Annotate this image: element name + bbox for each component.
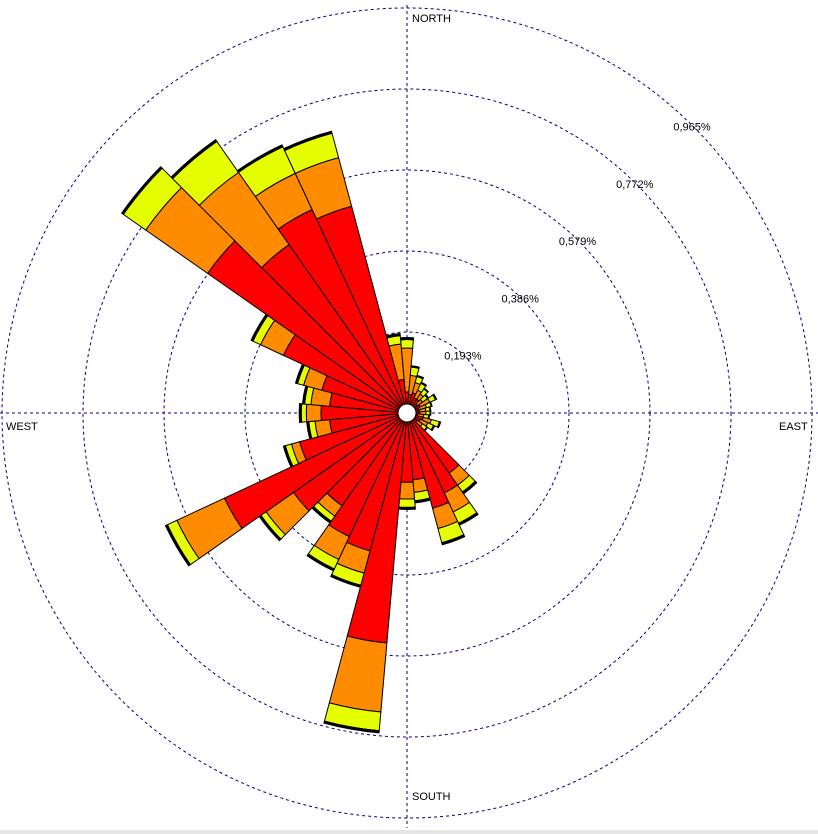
sector-30 bbox=[410, 381, 428, 407]
ring-labels: 0,193% 0,386% 0,579% 0,772% 0,965% bbox=[444, 122, 711, 363]
sector-180-band-4 bbox=[398, 506, 416, 511]
sector-270-band-2 bbox=[305, 403, 322, 423]
sector-60-band-4 bbox=[432, 393, 438, 401]
sector-310-band-4 bbox=[120, 165, 163, 216]
sector-110 bbox=[414, 414, 442, 429]
sector-340 bbox=[283, 130, 406, 406]
sector-330 bbox=[236, 144, 404, 407]
sector-80-band-4 bbox=[428, 406, 432, 412]
sector-90-band-4 bbox=[429, 410, 432, 416]
ring-label-3: 0,579% bbox=[559, 236, 597, 248]
window-bottom-edge bbox=[0, 830, 818, 834]
center-calm-circle bbox=[397, 403, 417, 423]
sector-290 bbox=[294, 363, 400, 412]
west-label: WEST bbox=[6, 421, 38, 433]
sector-40-band-4 bbox=[423, 387, 430, 393]
sector-200-band-4 bbox=[330, 573, 362, 588]
ring-label-2: 0,386% bbox=[502, 293, 540, 305]
sector-180-band-3 bbox=[398, 498, 416, 508]
sector-70-band-4 bbox=[429, 401, 433, 408]
sector-210-band-4 bbox=[306, 553, 335, 572]
sector-120 bbox=[413, 416, 436, 432]
sector-160-band-4 bbox=[441, 534, 466, 546]
sector-30-band-4 bbox=[420, 381, 428, 387]
sector-240 bbox=[164, 416, 401, 567]
ring-label-1: 0,193% bbox=[444, 351, 482, 363]
sector-350-band-4 bbox=[385, 333, 401, 339]
sector-160 bbox=[408, 420, 466, 546]
ring-label-5: 0,965% bbox=[673, 122, 711, 134]
south-label: SOUTH bbox=[412, 791, 451, 803]
sector-40 bbox=[411, 387, 430, 408]
ring-label-4: 0,772% bbox=[616, 179, 654, 191]
sector-270-band-4 bbox=[298, 403, 303, 423]
sector-10-band-4 bbox=[410, 365, 420, 370]
sector-0-band-3 bbox=[400, 339, 414, 349]
sector-210 bbox=[306, 419, 404, 572]
sector-190-band-4 bbox=[323, 720, 380, 734]
sector-320-band-4 bbox=[170, 138, 218, 180]
wind-sectors bbox=[120, 130, 479, 734]
east-label: EAST bbox=[779, 421, 808, 433]
sector-190 bbox=[323, 421, 407, 734]
sector-120-band-4 bbox=[430, 424, 436, 432]
sector-340-band-4 bbox=[283, 130, 333, 152]
sector-220 bbox=[311, 418, 403, 524]
sector-20-band-4 bbox=[416, 374, 425, 380]
sector-270 bbox=[298, 403, 399, 423]
sector-240-band-4 bbox=[164, 524, 192, 567]
sector-190-band-2 bbox=[328, 635, 388, 713]
sector-180-band-2 bbox=[398, 481, 416, 500]
sector-330-band-4 bbox=[236, 144, 284, 174]
sector-0-band-4 bbox=[399, 336, 415, 341]
sector-110-band-4 bbox=[436, 421, 442, 429]
sector-270-band-3 bbox=[300, 403, 308, 423]
sector-250-band-4 bbox=[282, 444, 294, 468]
north-label: NORTH bbox=[412, 13, 451, 25]
